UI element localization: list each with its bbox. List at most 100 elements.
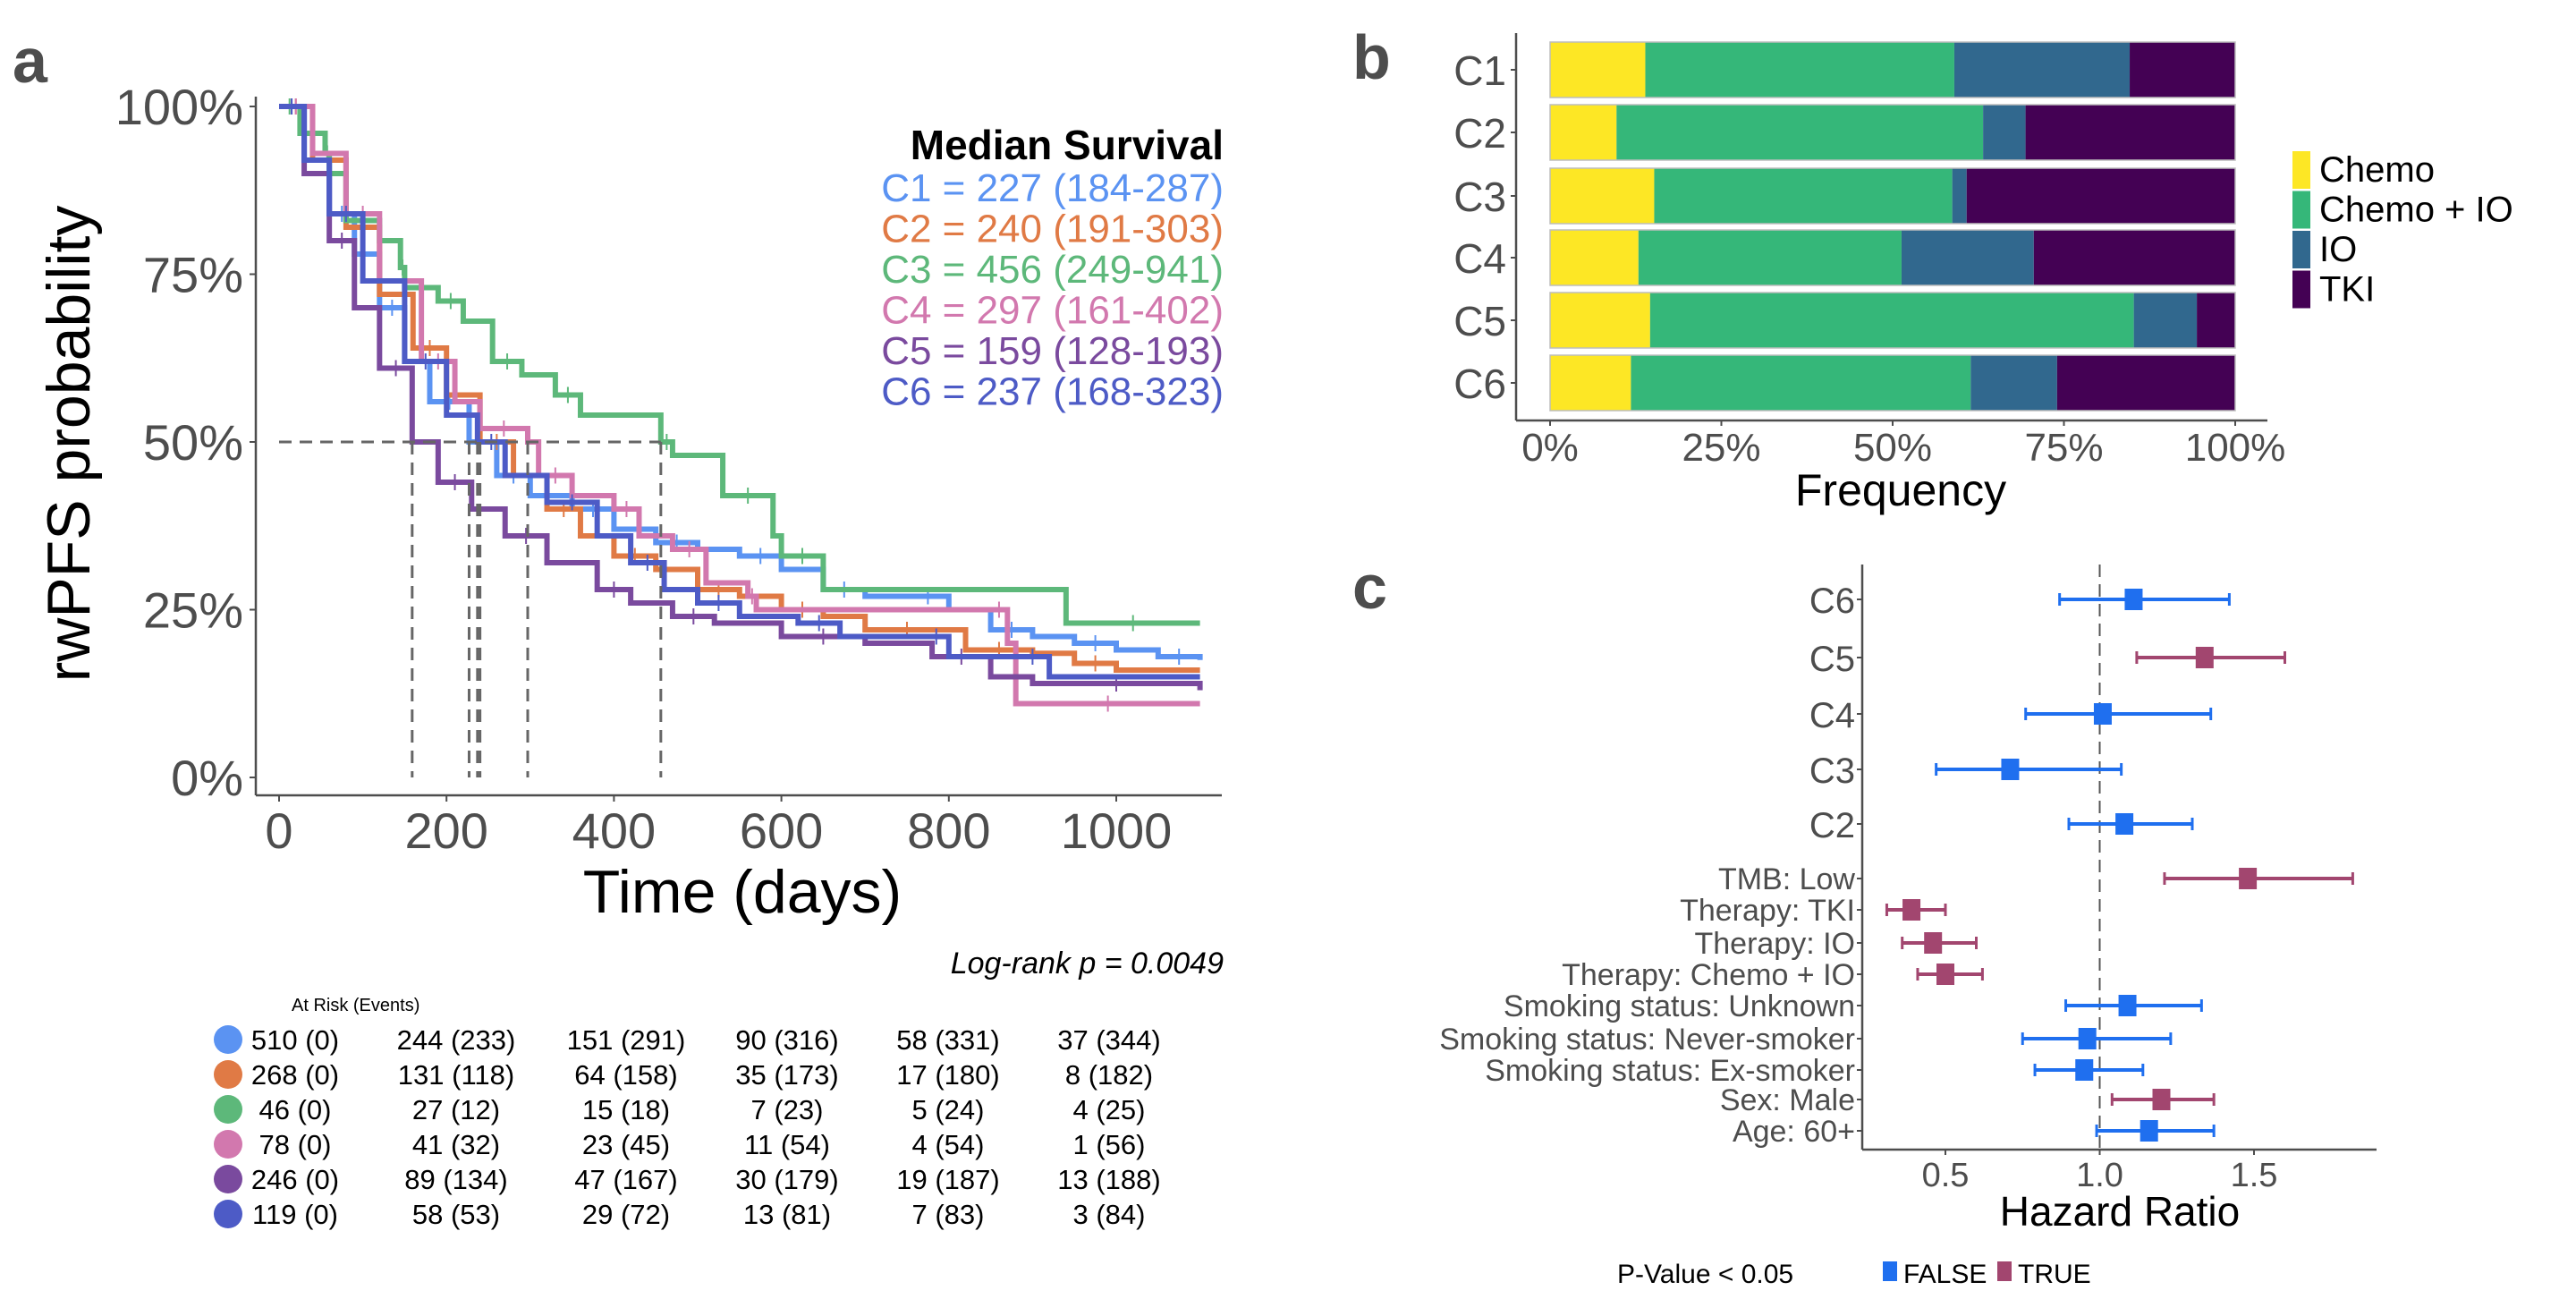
risk-table-cell: 23 (45) — [582, 1129, 670, 1160]
hr-point-smoking-status-never-smoker — [2078, 1028, 2097, 1049]
km-curves — [279, 98, 1203, 712]
risk-table-cell: 119 (0) — [252, 1199, 338, 1230]
risk-table-cell: 15 (18) — [582, 1094, 670, 1125]
risk-row-marker-c1 — [214, 1025, 242, 1054]
risk-row-marker-c4 — [214, 1130, 242, 1159]
bar-segment-c5-tki — [2197, 293, 2235, 348]
risk-table-cell: 58 (53) — [412, 1199, 500, 1230]
forest-row-label: Therapy: Chemo + IO — [1562, 958, 1855, 992]
legend-entry-c3: C3 = 456 (249-941) — [881, 248, 1224, 292]
panel-letter-c: c — [1352, 552, 1387, 622]
legend-entry-c6: C6 = 237 (168-323) — [881, 370, 1224, 414]
risk-table-cell: 37 (344) — [1057, 1024, 1160, 1056]
risk-table-cell: 30 (179) — [735, 1164, 838, 1195]
forest-x-tick-label: 0.5 — [1922, 1157, 1970, 1194]
risk-table-cell: 11 (54) — [744, 1129, 830, 1160]
bar-segment-c6-chemo-io — [1631, 355, 1971, 411]
bar-outline — [1549, 354, 2236, 412]
forest-row-label: TMB: Low — [1718, 862, 1855, 896]
median-reference-lines — [279, 440, 663, 777]
panel-letter-a: a — [13, 26, 48, 96]
risk-table-cell: 5 (24) — [912, 1094, 985, 1125]
legend-label: Chemo — [2319, 150, 2435, 190]
hr-point-therapy-chemo-io — [1936, 964, 1954, 985]
risk-row-marker-c3 — [214, 1095, 242, 1124]
hr-point-age-60 — [2140, 1120, 2158, 1142]
risk-table-cell: 89 (134) — [404, 1164, 507, 1195]
forest-row-label: Therapy: IO — [1694, 927, 1855, 961]
km-y-tick-label: 25% — [143, 582, 243, 639]
km-x-tick-label: 600 — [740, 802, 823, 859]
legend-swatch-io — [2292, 231, 2310, 268]
bar-segment-c5-chemo-io — [1649, 293, 2134, 348]
risk-table-cell: 19 (187) — [896, 1164, 999, 1195]
bar-outline — [1549, 292, 2236, 349]
hr-point-sex-male — [2152, 1089, 2171, 1110]
forest-row-label: C5 — [1809, 640, 1855, 679]
risk-table-cell: 58 (331) — [896, 1024, 999, 1056]
risk-table-cell: 8 (182) — [1065, 1059, 1153, 1091]
hr-point-smoking-status-ex-smoker — [2075, 1059, 2094, 1081]
legend-entry-c5: C5 = 159 (128-193) — [881, 329, 1224, 373]
km-y-tick-label: 75% — [143, 247, 243, 303]
bar-segment-c6-io — [1970, 355, 2057, 411]
forest-x-axis-title: Hazard Ratio — [2000, 1188, 2240, 1235]
bar-segment-c2-chemo — [1550, 105, 1617, 160]
bar-x-ticks: 0% 25% 50% 75% 100% — [1521, 420, 2285, 470]
legend-swatch-chemo-io — [2292, 191, 2310, 229]
bar-segment-c2-io — [1983, 105, 2026, 160]
risk-table-cell: 13 (188) — [1057, 1164, 1160, 1195]
legend-swatch-chemo — [2292, 151, 2310, 189]
risk-table-cell: 13 (81) — [743, 1199, 831, 1230]
bar-category-label: C5 — [1453, 298, 1506, 344]
bar-x-tick-label: 0% — [1521, 426, 1579, 470]
risk-table-cell: 268 (0) — [251, 1059, 339, 1091]
pvalue-legend: P-Value < 0.05 FALSE TRUE — [1617, 1260, 2091, 1289]
risk-table-cell: 29 (72) — [582, 1199, 670, 1230]
bar-x-axis-title: Frequency — [1795, 465, 2006, 515]
forest-row-label: C3 — [1809, 751, 1855, 791]
km-curve-c5 — [279, 104, 1203, 691]
forest-row-label: Smoking status: Ex-smoker — [1485, 1054, 1855, 1088]
km-curve-c2 — [279, 104, 1200, 673]
risk-table-cell: 244 (233) — [397, 1024, 516, 1056]
km-x-tick-label: 400 — [572, 802, 656, 859]
bar-segment-c3-chemo-io — [1654, 168, 1953, 224]
therapy-bar-chart: C1 C2 C3 C4 C5 C6 0% 25% 50% 75% 100% Frequency C… — [1453, 33, 2513, 515]
km-y-tick-label: 100% — [115, 79, 243, 135]
bar-outline — [1549, 104, 2236, 161]
bar-segment-c1-chemo-io — [1645, 42, 1954, 98]
at-risk-table: At Risk (Events) 510 (0) 244 (233) 151 (29… — [214, 996, 1161, 1230]
forest-row-label: Smoking status: Unknown — [1504, 989, 1855, 1023]
legend-entry-c4: C4 = 297 (161-402) — [881, 289, 1224, 333]
km-x-tick-label: 0 — [265, 802, 292, 859]
risk-table-cell: 47 (167) — [574, 1164, 677, 1195]
km-y-tick-label: 0% — [171, 750, 243, 806]
km-legend-title: Median Survival — [911, 122, 1224, 168]
hr-point-c6 — [2124, 589, 2143, 610]
bar-segment-c3-tki — [1966, 168, 2235, 224]
bar-x-tick-label: 75% — [2024, 426, 2103, 470]
km-y-tick-label: 50% — [143, 414, 243, 471]
hr-point-therapy-tki — [1902, 899, 1921, 921]
bar-segment-c6-chemo — [1550, 355, 1631, 411]
log-rank-annotation: Log-rank p = 0.0049 — [951, 947, 1224, 981]
legend-label-true: TRUE — [2018, 1260, 2091, 1289]
risk-table-cell: 64 (158) — [574, 1059, 677, 1091]
bar-segment-c1-chemo — [1550, 42, 1646, 98]
bar-category-label: C1 — [1453, 47, 1506, 94]
risk-table-cell: 4 (54) — [912, 1129, 985, 1160]
bar-segment-c4-chemo-io — [1638, 230, 1902, 285]
forest-row-label: Therapy: TKI — [1680, 894, 1855, 928]
bar-outline — [1549, 167, 2236, 225]
hr-point-c3 — [2001, 759, 2020, 780]
bar-category-label: C4 — [1453, 235, 1506, 282]
legend-label: Chemo + IO — [2319, 191, 2513, 230]
bar-segment-c2-chemo-io — [1616, 105, 1984, 160]
risk-row-marker-c2 — [214, 1060, 242, 1089]
bar-x-tick-label: 25% — [1682, 426, 1760, 470]
risk-table-cell: 1 (56) — [1073, 1129, 1146, 1160]
bar-segment-c4-chemo — [1550, 230, 1639, 285]
